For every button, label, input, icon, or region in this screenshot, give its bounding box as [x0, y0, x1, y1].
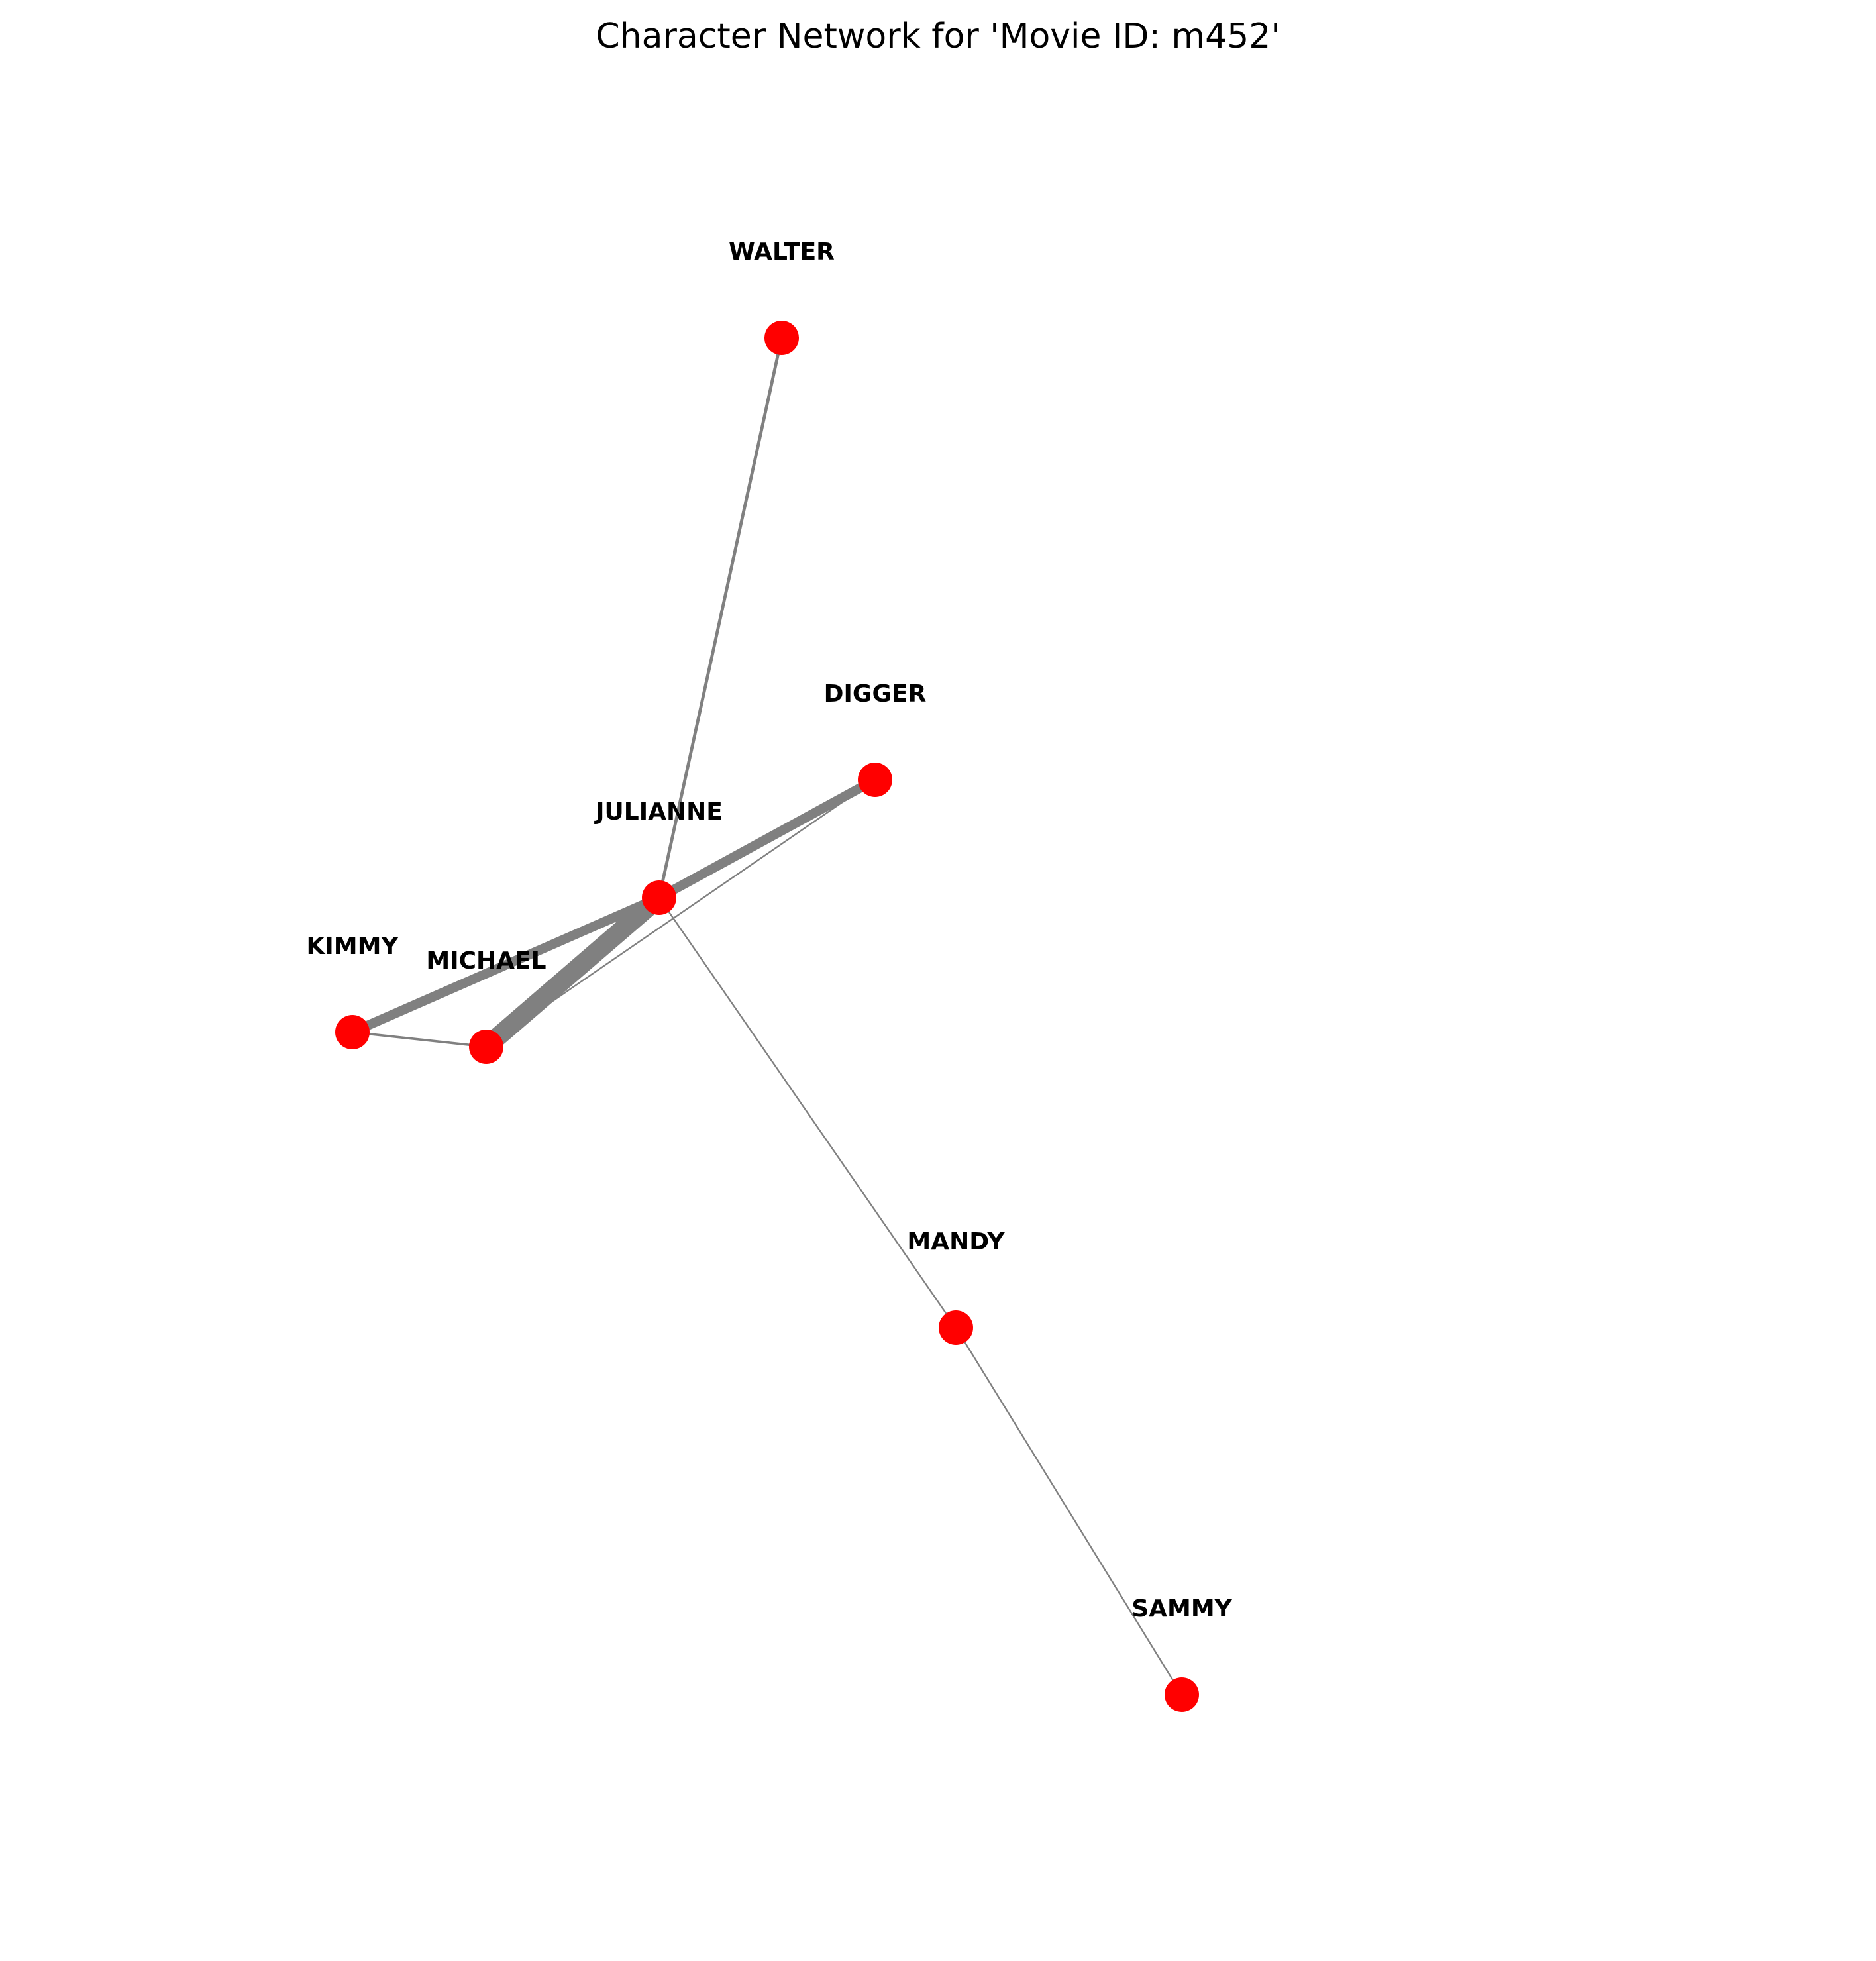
node-julianne	[642, 880, 676, 915]
edge-julianne-digger	[656, 775, 878, 902]
node-label-julianne: JULIANNE	[594, 798, 723, 825]
node-walter	[764, 321, 799, 355]
node-mandy	[939, 1310, 973, 1345]
edges-layer	[350, 337, 1183, 1695]
node-sammy	[1165, 1677, 1199, 1712]
node-label-sammy: SAMMY	[1131, 1595, 1232, 1622]
node-michael	[469, 1030, 503, 1064]
labels-layer: WALTER DIGGER JULIANNE KIMMY MICHAEL MANDY SAM…	[306, 238, 1232, 1622]
node-kimmy	[335, 1015, 370, 1049]
edge-julianne-michael	[480, 890, 666, 1054]
edge-walter-julianne	[657, 337, 784, 898]
node-label-michael: MICHAEL	[426, 947, 546, 975]
edge-julianne-kimmy	[350, 893, 661, 1037]
figure-title: Character Network for 'Movie ID: m452'	[596, 17, 1280, 56]
edge-julianne-mandy	[658, 897, 957, 1328]
node-label-walter: WALTER	[729, 238, 835, 266]
node-label-mandy: MANDY	[907, 1228, 1005, 1255]
node-digger	[858, 763, 892, 797]
edge-kimmy-michael	[352, 1031, 487, 1048]
nodes-layer	[335, 321, 1199, 1712]
node-label-kimmy: KIMMY	[306, 933, 399, 960]
edge-digger-michael	[486, 779, 876, 1047]
edge-mandy-sammy	[955, 1327, 1183, 1695]
node-label-digger: DIGGER	[824, 680, 927, 708]
